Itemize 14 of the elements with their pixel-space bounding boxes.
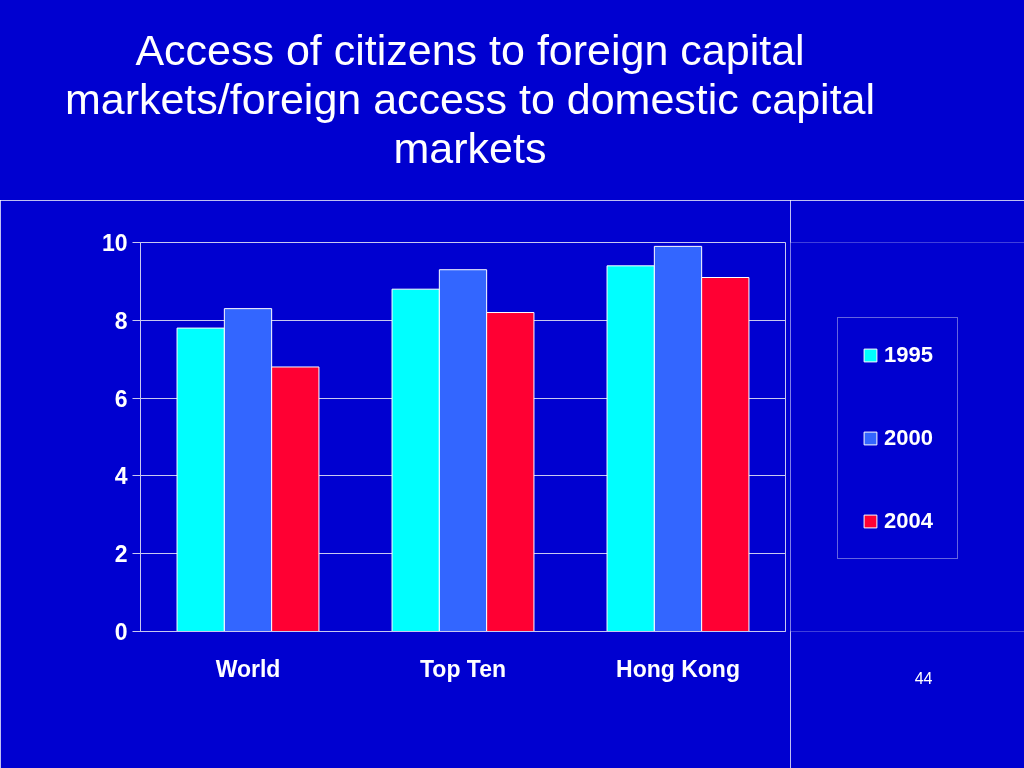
legend-label: 2004 [884,508,933,534]
y-tick-label: 0 [114,619,128,645]
x-tick-label: World [215,655,281,682]
y-tick-label: 6 [114,385,128,412]
text: 44 [914,669,933,687]
x-tick-label: Hong Kong [616,655,740,682]
y-tick-label: 2 [114,541,128,568]
x-tick-label: Top Ten [419,655,507,682]
legend-label: 1995 [884,342,933,368]
y-tick-label: 10 [101,230,128,256]
legend-label: 2000 [884,425,933,451]
chart-title: Access of citizens to foreign capital markets/foreign access to domestic capital markets [63,26,877,174]
y-tick-label: 4 [114,463,128,490]
y-tick-label: 8 [114,307,128,334]
